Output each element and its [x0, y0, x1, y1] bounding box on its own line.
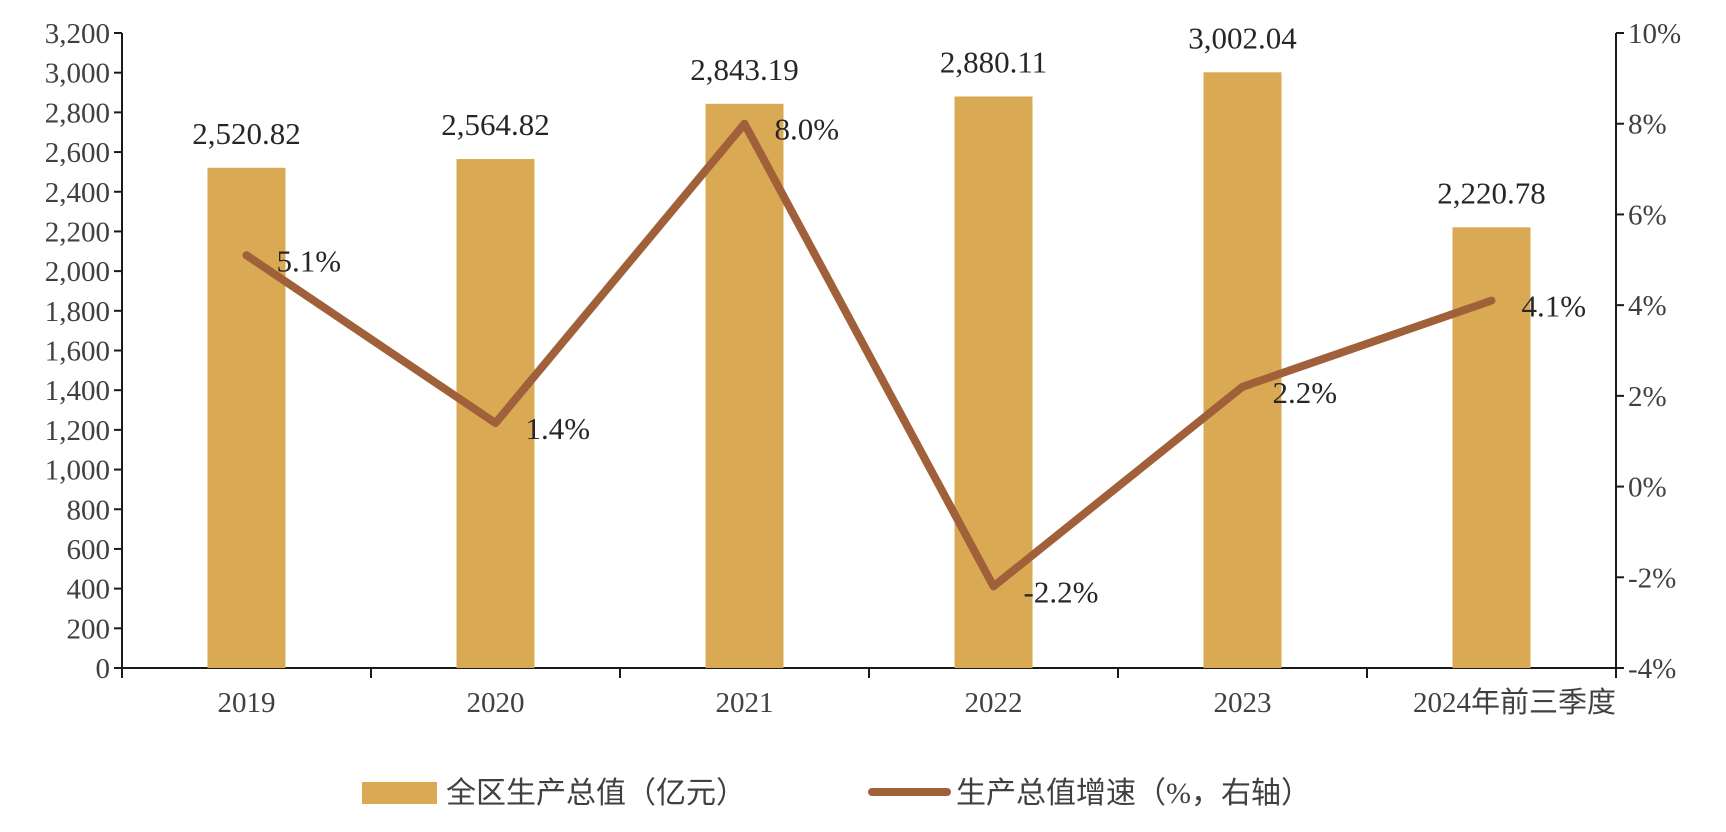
- left-axis-tick-label: 3,200: [45, 18, 110, 50]
- left-axis-tick-label: 400: [67, 574, 111, 606]
- left-axis-tick-label: 3,000: [45, 58, 110, 90]
- x-axis-category-label: 2019: [218, 687, 276, 719]
- left-axis-tick-label: 2,200: [45, 216, 110, 248]
- bar-value-label: 2,880.11: [940, 44, 1047, 79]
- bar: [954, 96, 1033, 669]
- legend-bar-label: 全区生产总值（亿元）: [446, 777, 746, 810]
- left-axis-tick-label: 1,400: [45, 375, 110, 407]
- right-axis-tick-label: -2%: [1628, 562, 1676, 594]
- bar-value-label: 2,220.78: [1437, 175, 1546, 210]
- left-axis-tick-label: 1,800: [45, 296, 110, 328]
- line-value-label: -2.2%: [1024, 574, 1099, 609]
- left-axis-tick-label: 1,200: [45, 415, 110, 447]
- line-value-label: 4.1%: [1522, 289, 1587, 324]
- left-axis-tick-label: 1,000: [45, 455, 110, 487]
- left-axis-tick-label: 2,400: [45, 177, 110, 209]
- line-value-label: 1.4%: [526, 411, 591, 446]
- line-point: [990, 583, 997, 590]
- line-point: [1488, 297, 1495, 304]
- left-axis-tick-label: 0: [96, 653, 111, 685]
- x-axis-category-label: 2023: [1214, 687, 1272, 719]
- line-value-label: 5.1%: [277, 243, 342, 278]
- legend: 全区生产总值（亿元） 生产总值增速（%，右轴）: [362, 777, 1311, 810]
- bar-value-label: 2,843.19: [690, 52, 799, 87]
- left-axis-tick-label: 600: [67, 534, 111, 566]
- bar: [207, 167, 286, 668]
- left-axis-tick-label: 1,600: [45, 336, 110, 368]
- bar-value-label: 2,520.82: [192, 116, 301, 151]
- line-series: [242, 119, 1496, 591]
- line-point: [243, 252, 250, 259]
- bar: [705, 103, 784, 668]
- x-axis-category-label: 2024年前三季度: [1413, 686, 1616, 719]
- right-axis-tick-label: 8%: [1628, 109, 1667, 141]
- line-point: [741, 120, 748, 127]
- left-axis-tick-label: 2,600: [45, 137, 110, 169]
- legend-line-label: 生产总值增速（%，右轴）: [956, 777, 1311, 810]
- line-point: [1239, 383, 1246, 390]
- data-labels: 2,520.82 2,564.82 2,843.19 2,880.11 3,002.04…: [192, 20, 1586, 609]
- bar-series: [207, 72, 1531, 669]
- x-axis-category-label: 2020: [467, 687, 525, 719]
- right-axis-tick-label: 10%: [1628, 18, 1681, 50]
- right-axis-tick-label: 2%: [1628, 381, 1667, 413]
- left-axis-tick-label: 200: [67, 613, 111, 645]
- left-axis-tick-label: 2,800: [45, 97, 110, 129]
- x-axis-category-label: 2022: [965, 687, 1023, 719]
- right-axis-tick-label: 4%: [1628, 290, 1667, 322]
- right-axis-tick-label: 6%: [1628, 199, 1667, 231]
- bar: [1452, 227, 1531, 668]
- x-axis-category-label: 2021: [716, 687, 774, 719]
- left-axis-tick-label: 800: [67, 494, 111, 526]
- right-axis-tick-label: -4%: [1628, 653, 1676, 685]
- bar: [456, 159, 535, 669]
- bar-value-label: 3,002.04: [1188, 20, 1297, 55]
- bar-value-label: 2,564.82: [441, 107, 550, 142]
- axes: 0 200 400 600 800 1,000 1,200 1,400 1,600 1,800 2,…: [45, 18, 1681, 719]
- bar: [1203, 72, 1282, 668]
- line-value-label: 2.2%: [1273, 375, 1338, 410]
- right-axis-tick-label: 0%: [1628, 472, 1667, 504]
- line-value-label: 8.0%: [775, 112, 840, 147]
- growth-line: [242, 119, 1496, 591]
- left-axis-tick-label: 2,000: [45, 256, 110, 288]
- line-point: [492, 420, 499, 427]
- legend-bar-swatch: [362, 782, 437, 804]
